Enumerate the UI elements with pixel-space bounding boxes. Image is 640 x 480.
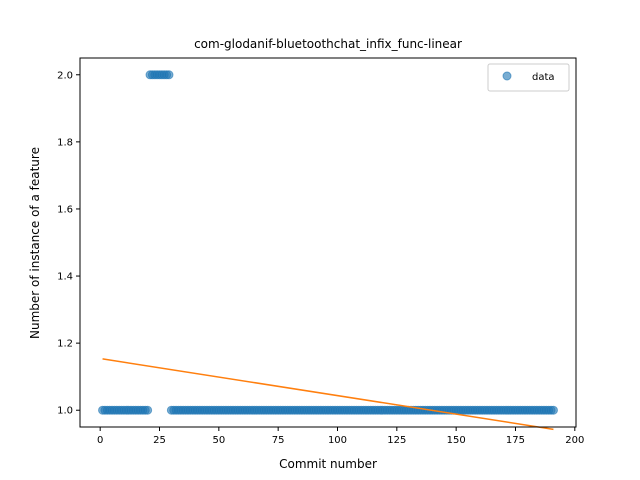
x-tick-label: 25 (153, 435, 166, 446)
y-tick-label: 1.2 (57, 339, 73, 350)
y-tick-label: 1.4 (57, 272, 73, 283)
y-tick-label: 1.6 (57, 204, 73, 215)
y-axis: 1.0 1.2 1.4 1.6 1.8 2.0 (57, 70, 80, 417)
legend-label-data: data (532, 72, 555, 83)
x-tick-label: 0 (97, 435, 103, 446)
x-axis: 0 25 50 75 100 125 150 175 200 (97, 427, 584, 446)
chart-title: com-glodanif-bluetoothchat_infix_func-li… (194, 37, 462, 51)
legend: data (487, 63, 570, 92)
data-point (164, 70, 174, 80)
plot-frame (79, 57, 577, 428)
legend-box (487, 63, 570, 92)
legend-marker-data (502, 71, 512, 81)
x-tick-label: 100 (328, 435, 347, 446)
x-tick-label: 75 (272, 435, 285, 446)
y-tick-label: 1.8 (57, 137, 73, 148)
x-tick-label: 50 (212, 435, 225, 446)
y-tick-label: 2.0 (57, 70, 73, 81)
plot-area (98, 70, 558, 431)
x-axis-label: Commit number (279, 457, 377, 471)
data-point (143, 405, 153, 415)
x-tick-label: 175 (506, 435, 525, 446)
x-tick-label: 150 (447, 435, 466, 446)
y-tick-label: 1.0 (57, 406, 73, 417)
y-axis-label: Number of instance of a feature (28, 147, 42, 339)
fit-line (102, 358, 554, 431)
data-point (548, 405, 558, 415)
x-tick-label: 200 (565, 435, 584, 446)
x-tick-label: 125 (387, 435, 406, 446)
